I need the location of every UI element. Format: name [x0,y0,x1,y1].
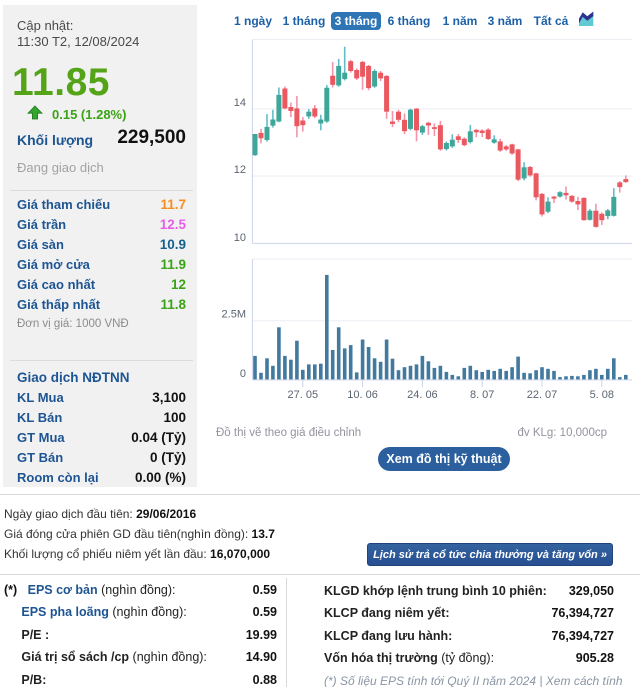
svg-text:27. 05: 27. 05 [288,389,319,401]
svg-text:14: 14 [234,97,246,109]
svg-text:24. 06: 24. 06 [407,389,438,401]
svg-text:2.5M: 2.5M [222,309,246,321]
svg-text:5. 08: 5. 08 [590,389,614,401]
svg-text:12: 12 [234,164,246,176]
svg-text:10: 10 [234,232,246,244]
svg-text:8. 07: 8. 07 [470,389,494,401]
svg-text:22. 07: 22. 07 [527,389,558,401]
svg-text:10. 06: 10. 06 [347,389,378,401]
svg-text:0: 0 [240,368,246,380]
